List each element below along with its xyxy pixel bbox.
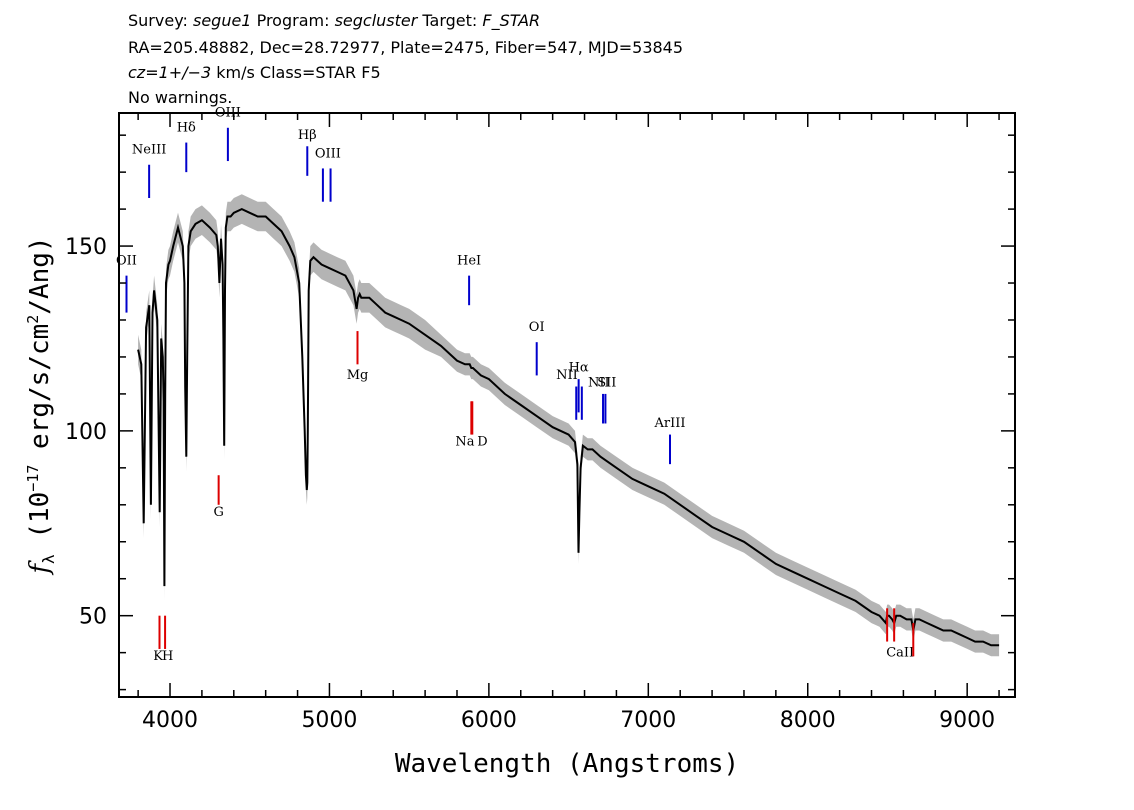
absorption-line-label: G — [213, 505, 223, 520]
absorption-line-label: Mg — [347, 368, 369, 383]
x-tick-label: 5000 — [301, 708, 357, 733]
x-tick-label: 6000 — [461, 708, 517, 733]
target-label: Target: — [422, 11, 478, 30]
survey-label: Survey: — [128, 11, 188, 30]
y-label-tail: erg/s/cm — [25, 324, 55, 465]
y-label-sub: λ — [39, 554, 58, 564]
program-label: Program: — [256, 11, 330, 30]
emission-line-label: ArIII — [653, 416, 685, 431]
x-axis-label: Wavelength (Angstroms) — [395, 749, 739, 779]
emission-line-label: OIII — [315, 146, 341, 161]
y-tick-label: 150 — [65, 235, 107, 260]
header-warnings: No warnings. — [128, 88, 233, 107]
header-line-3: cz=1+/−3 km/s Class=STAR F5 — [128, 62, 381, 83]
emission-line-label: SII — [597, 376, 616, 391]
emission-line-label: NII — [556, 368, 578, 383]
x-tick-label: 7000 — [620, 708, 676, 733]
emission-line-label: NeIII — [132, 143, 166, 158]
plot-frame — [118, 112, 1016, 698]
y-axis-label: fλ (10−17 erg/s/cm2/Ang) — [24, 236, 58, 575]
flux-series-line — [137, 207, 1000, 647]
class-text: km/s Class=STAR F5 — [211, 63, 381, 82]
emission-line-label: Hα — [569, 361, 589, 376]
emission-line-label: Hδ — [177, 120, 196, 135]
absorption-line-label: H — [162, 649, 173, 664]
header-line-2: RA=205.48882, Dec=28.72977, Plate=2475, … — [128, 38, 684, 57]
emission-line-label: HeI — [457, 254, 481, 269]
x-tick-label: 4000 — [142, 708, 198, 733]
y-label-end: /Ang) — [25, 236, 55, 314]
absorption-line-label: Na — [455, 435, 474, 450]
emission-line-label: NII — [588, 376, 610, 391]
y-label-exp2: 2 — [24, 315, 42, 324]
x-tick-label: 8000 — [780, 708, 836, 733]
flux-error-band — [138, 194, 1000, 657]
absorption-line-label: K — [153, 649, 163, 664]
program-value: segcluster — [334, 11, 418, 30]
absorption-line-label: D — [477, 435, 487, 450]
y-tick-label: 50 — [79, 605, 107, 630]
y-tick-label: 100 — [65, 420, 107, 445]
absorption-line-label: CaII — [886, 645, 914, 660]
emission-line-label: OII — [116, 254, 137, 269]
emission-line-label: OI — [529, 320, 545, 335]
y-label-exp: −17 — [24, 465, 42, 492]
cz-value: cz=1+/−3 — [128, 63, 212, 82]
emission-line-label: Hβ — [298, 128, 317, 143]
survey-value: segue1 — [192, 11, 252, 30]
target-value: F_STAR — [482, 11, 541, 30]
x-tick-label: 9000 — [939, 708, 995, 733]
y-label-unit: (10 — [25, 492, 55, 555]
header-line-1: Survey: segue1 Program: segcluster Targe… — [128, 10, 540, 31]
